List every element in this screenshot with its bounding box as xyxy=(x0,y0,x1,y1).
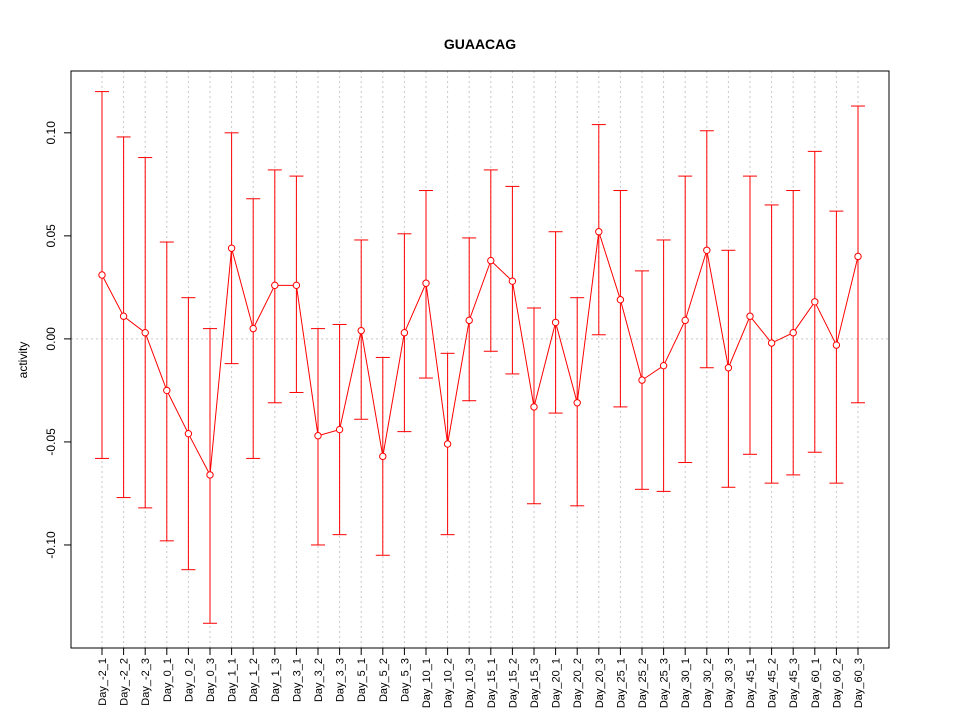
data-point xyxy=(119,312,128,320)
data-point xyxy=(206,471,214,479)
data-point xyxy=(767,339,776,347)
data-point xyxy=(379,452,387,461)
y-axis-label: activity xyxy=(16,342,30,379)
x-tick-label: Day_15_2 xyxy=(507,658,519,708)
data-point xyxy=(832,341,841,349)
x-tick-label: Day_-2_3 xyxy=(140,658,152,706)
data-point xyxy=(789,329,797,337)
x-tick-label: Day_1_1 xyxy=(227,658,239,702)
data-point xyxy=(400,329,409,337)
x-tick-label: Day_20_2 xyxy=(572,658,584,708)
data-point xyxy=(551,318,560,327)
data-point xyxy=(271,281,279,290)
x-tick-label: Day_3_1 xyxy=(291,658,303,702)
data-point xyxy=(465,316,473,325)
data-point xyxy=(335,425,344,434)
x-tick-label: Day_10_3 xyxy=(464,658,476,708)
x-tick-label: Day_1_3 xyxy=(270,658,282,702)
x-tick-label: Day_45_1 xyxy=(745,658,757,708)
data-point xyxy=(703,246,711,254)
y-tick-label: 0.10 xyxy=(44,121,58,145)
data-point xyxy=(357,326,365,335)
x-tick-label: Day_30_2 xyxy=(702,658,714,708)
x-tick-label: Day_15_3 xyxy=(529,658,541,708)
data-point xyxy=(616,296,625,304)
data-point xyxy=(530,403,538,411)
x-tick-label: Day_-2_1 xyxy=(97,658,109,706)
y-tick-label: -0.05 xyxy=(44,428,58,456)
x-tick-label: Day_-2_2 xyxy=(119,658,131,706)
x-tick-label: Day_25_1 xyxy=(615,658,627,708)
data-point xyxy=(746,312,754,320)
data-point xyxy=(508,277,517,285)
y-axis: -0.10 -0.05 0.00 0.05 0.10 xyxy=(44,121,71,559)
x-tick-label: Day_5_1 xyxy=(356,658,368,702)
data-point xyxy=(595,228,603,236)
x-tick-label: Day_45_2 xyxy=(767,658,779,708)
y-tick-label: 0.05 xyxy=(44,224,58,248)
x-tick-label: Day_10_2 xyxy=(443,658,455,708)
data-point xyxy=(422,279,430,287)
x-tick-label: Day_60_3 xyxy=(853,658,865,708)
x-tick-label: Day_45_3 xyxy=(788,658,800,708)
data-point xyxy=(163,386,171,395)
data-point xyxy=(487,256,495,265)
x-tick-label: Day_20_1 xyxy=(551,658,563,708)
data-point xyxy=(443,440,452,448)
x-tick-label: Day_25_2 xyxy=(637,658,649,708)
x-axis: Day_-2_1 Day_-2_2 Day_-2_3 Day_0_1 Day_0_2 Da… xyxy=(97,648,865,708)
x-tick-label: Day_5_3 xyxy=(399,658,411,702)
x-tick-label: Day_5_2 xyxy=(378,658,390,702)
x-tick-label: Day_60_2 xyxy=(831,658,843,708)
data-point xyxy=(811,298,819,306)
data-point xyxy=(184,429,193,438)
x-tick-label: Day_0_2 xyxy=(183,658,195,702)
data-point xyxy=(638,376,646,384)
chart-title: GUAACAG xyxy=(444,36,516,52)
x-tick-label: Day_3_3 xyxy=(335,658,347,702)
grid-layer xyxy=(71,71,889,648)
x-tick-label: Day_1_2 xyxy=(248,658,260,702)
data-point xyxy=(854,252,862,261)
plot-frame xyxy=(70,70,890,649)
data-point xyxy=(681,316,689,325)
x-tick-label: Day_0_1 xyxy=(162,658,174,702)
y-tick-label: -0.10 xyxy=(44,531,58,559)
data-point xyxy=(724,364,733,372)
x-tick-label: Day_30_1 xyxy=(680,658,692,708)
x-tick-label: Day_20_3 xyxy=(594,658,606,708)
x-tick-label: Day_30_3 xyxy=(723,658,735,708)
x-tick-label: Day_60_1 xyxy=(810,658,822,708)
data-point xyxy=(249,324,257,333)
x-tick-label: Day_3_2 xyxy=(313,658,325,702)
data-point xyxy=(292,281,301,290)
x-tick-label: Day_25_3 xyxy=(659,658,671,708)
series-line-layer xyxy=(101,231,859,477)
data-point xyxy=(141,329,149,337)
data-point xyxy=(314,432,322,440)
data-point xyxy=(98,271,106,279)
x-tick-label: Day_10_1 xyxy=(421,658,433,708)
series-points xyxy=(98,228,862,479)
data-point xyxy=(573,399,581,407)
x-tick-label: Day_15_1 xyxy=(486,658,498,708)
y-tick-label: 0.00 xyxy=(44,327,58,351)
data-point xyxy=(659,361,668,370)
x-tick-label: Day_0_3 xyxy=(205,658,217,702)
series-line xyxy=(101,231,859,477)
data-point xyxy=(227,244,236,252)
